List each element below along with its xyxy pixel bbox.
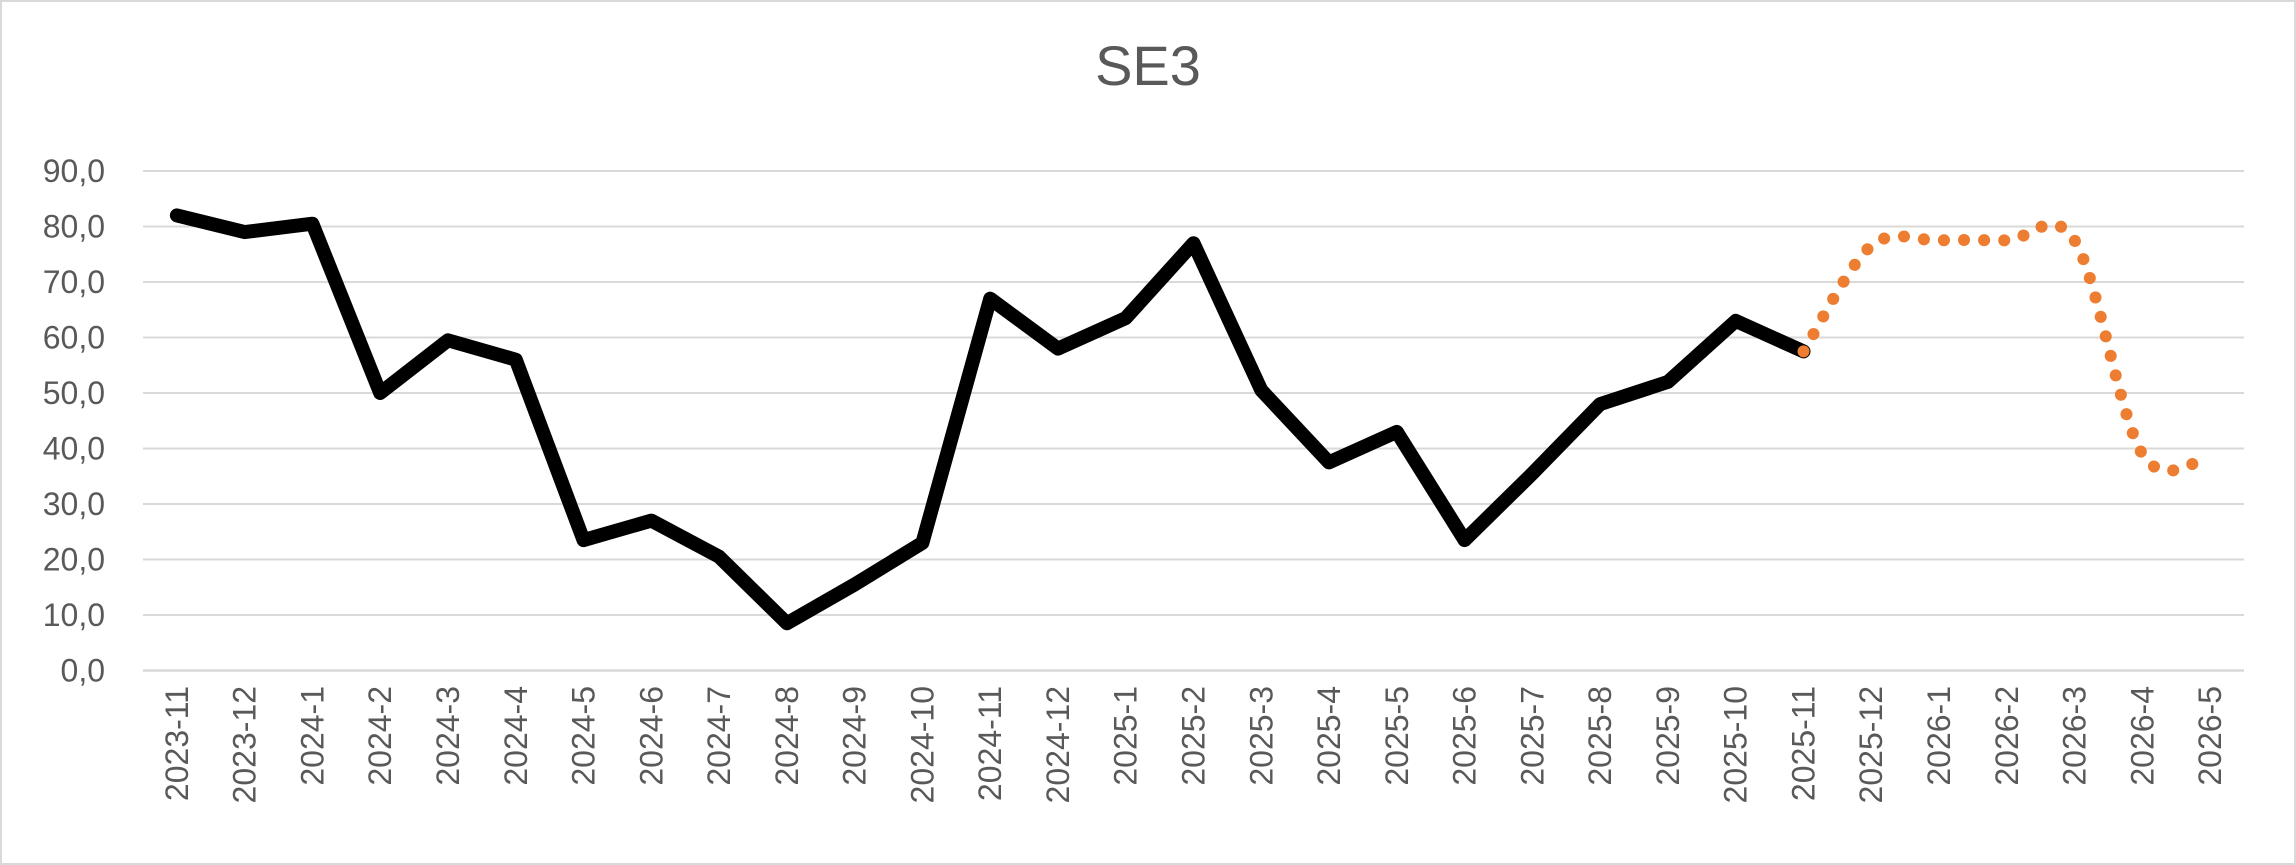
x-tick-label: 2024-3 bbox=[430, 686, 466, 786]
y-tick-label: 90,0 bbox=[43, 153, 105, 189]
historical-series-line bbox=[169, 208, 1811, 631]
x-tick-label: 2026-5 bbox=[2192, 686, 2228, 786]
x-tick-label: 2024-2 bbox=[362, 686, 398, 786]
x-tick-label: 2026-1 bbox=[1921, 686, 1957, 786]
y-tick-label: 20,0 bbox=[43, 542, 105, 578]
x-tick-label: 2025-3 bbox=[1243, 686, 1279, 786]
x-tick-label: 2025-4 bbox=[1311, 686, 1347, 786]
x-tick-label: 2023-12 bbox=[227, 686, 263, 803]
x-tick-label: 2024-11 bbox=[972, 686, 1008, 801]
forecast-series-line bbox=[1797, 218, 2217, 477]
x-tick-label: 2025-9 bbox=[1650, 686, 1686, 786]
x-tick-label: 2024-12 bbox=[1040, 686, 1076, 803]
x-tick-label: 2024-9 bbox=[837, 686, 873, 786]
x-tick-label: 2025-7 bbox=[1514, 686, 1550, 786]
x-tick-label: 2025-10 bbox=[1718, 686, 1754, 803]
x-tick-label: 2024-5 bbox=[566, 686, 602, 786]
x-tick-label: 2024-1 bbox=[294, 686, 330, 786]
x-tick-label: 2025-8 bbox=[1582, 686, 1618, 786]
chart-title: SE3 bbox=[1095, 34, 1201, 97]
y-tick-label: 60,0 bbox=[43, 320, 105, 356]
y-tick-label: 10,0 bbox=[43, 597, 105, 633]
y-tick-label: 30,0 bbox=[43, 486, 105, 522]
x-tick-label: 2025-1 bbox=[1108, 686, 1144, 786]
x-tick-label: 2023-11 bbox=[159, 686, 195, 801]
x-tick-label: 2025-2 bbox=[1176, 686, 1212, 786]
x-tick-label: 2025-5 bbox=[1379, 686, 1415, 786]
x-tick-label: 2024-10 bbox=[904, 686, 940, 803]
x-tick-label: 2024-4 bbox=[498, 686, 534, 786]
x-tick-label: 2025-11 bbox=[1785, 686, 1821, 801]
x-tick-label: 2025-6 bbox=[1447, 686, 1483, 786]
y-tick-label: 50,0 bbox=[43, 375, 105, 411]
y-tick-label: 80,0 bbox=[43, 209, 105, 245]
y-tick-label: 70,0 bbox=[43, 264, 105, 300]
x-tick-label: 2026-3 bbox=[2057, 686, 2093, 786]
x-tick-label: 2025-12 bbox=[1853, 686, 1889, 803]
x-tick-label: 2026-2 bbox=[1989, 686, 2025, 786]
y-tick-label: 0,0 bbox=[61, 653, 105, 689]
x-tick-label: 2024-6 bbox=[633, 686, 669, 786]
y-tick-label: 40,0 bbox=[43, 431, 105, 467]
x-tick-label: 2024-7 bbox=[701, 686, 737, 786]
x-tick-label: 2024-8 bbox=[769, 686, 805, 786]
x-tick-label: 2026-4 bbox=[2124, 686, 2160, 786]
